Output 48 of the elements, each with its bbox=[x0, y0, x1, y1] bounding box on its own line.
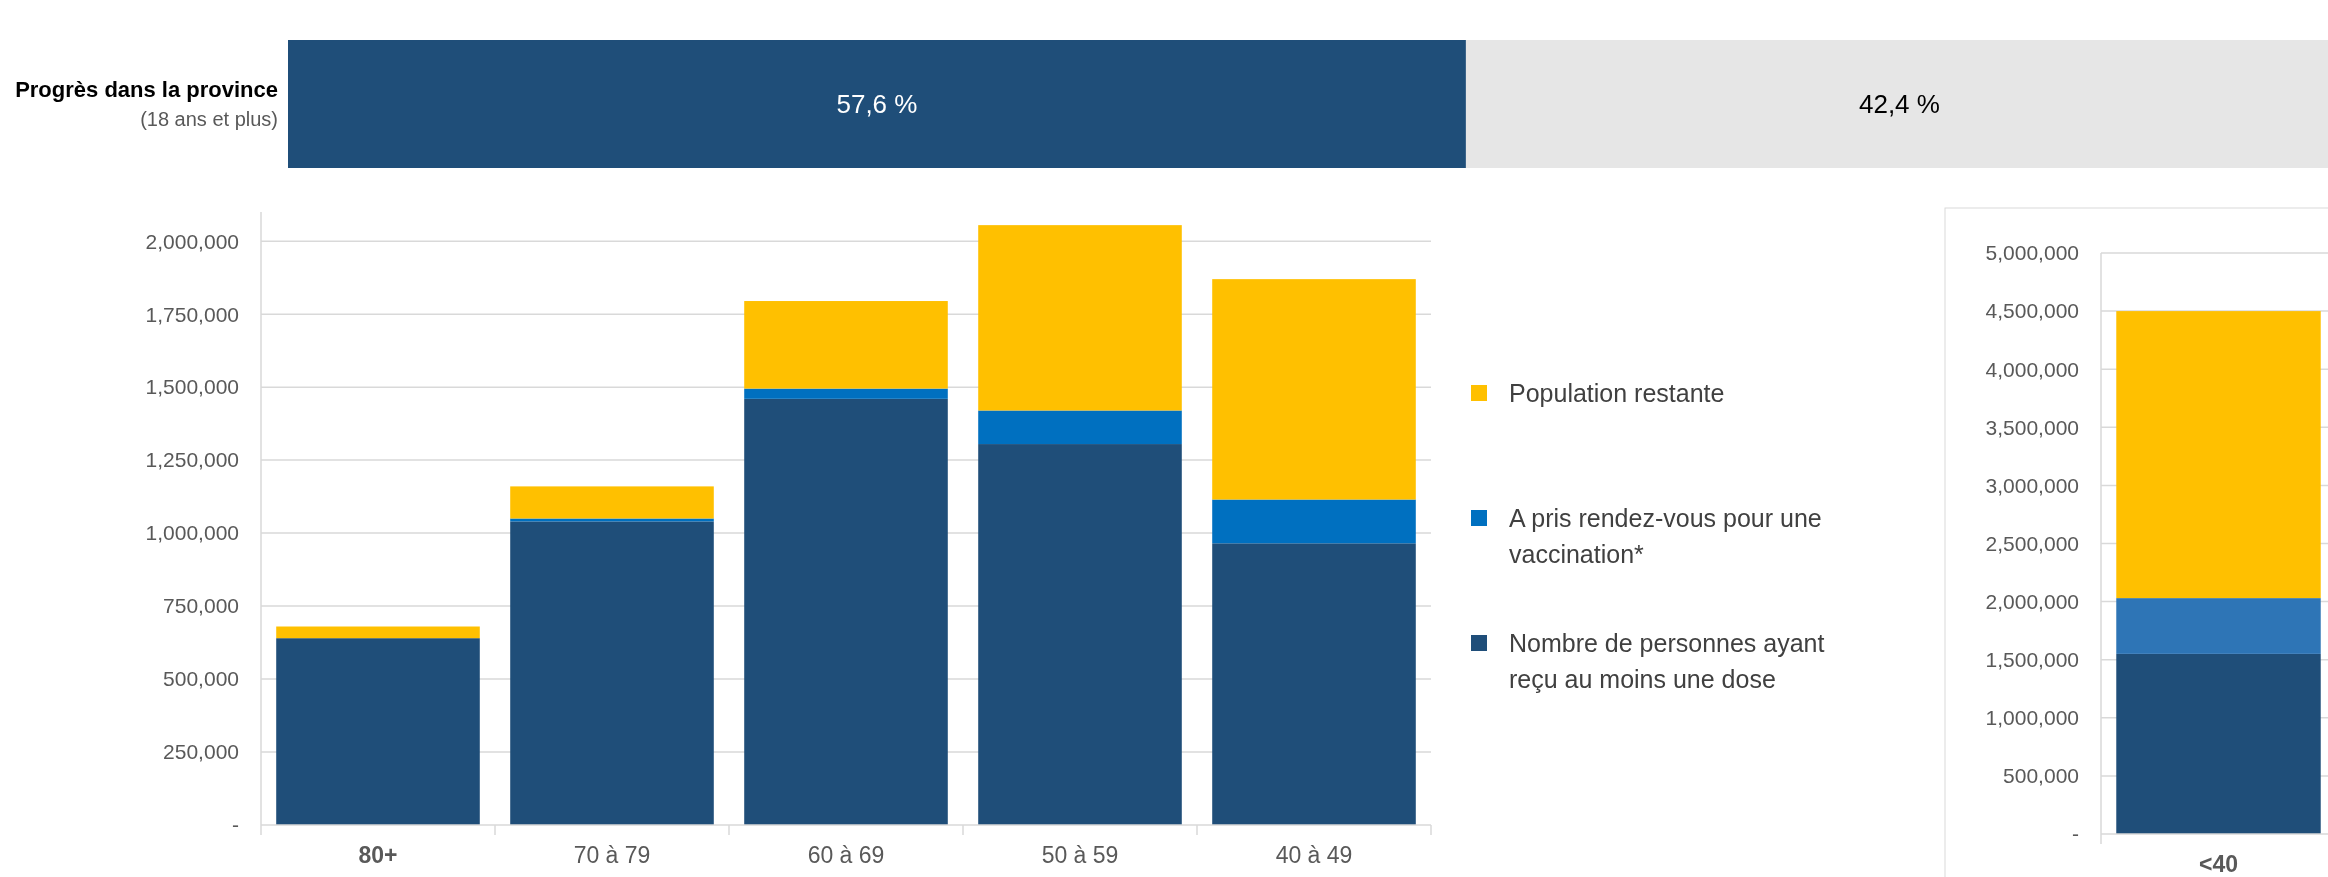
bar bbox=[978, 410, 1182, 445]
bar bbox=[1212, 279, 1416, 500]
y-tick-label: 3,000,000 bbox=[1985, 473, 2079, 497]
y-tick-label: 250,000 bbox=[163, 740, 239, 764]
y-tick-label: 2,000,000 bbox=[145, 229, 239, 253]
bar bbox=[2116, 598, 2321, 654]
x-tick-label: 70 à 79 bbox=[573, 842, 651, 868]
bar bbox=[510, 486, 714, 519]
bar bbox=[744, 301, 948, 389]
y-tick-label: 1,500,000 bbox=[145, 375, 239, 399]
legend-label: Nombre de personnes ayant reçu au moins une dose bbox=[1509, 628, 1825, 693]
y-tick-label: 4,500,000 bbox=[1985, 299, 2079, 323]
y-tick-label: 4,000,000 bbox=[1985, 357, 2079, 381]
y-tick-label: 1,000,000 bbox=[145, 521, 239, 545]
y-tick-label: 2,000,000 bbox=[1985, 589, 2079, 613]
bar bbox=[978, 225, 1182, 411]
bar bbox=[276, 638, 480, 825]
y-tick-label: Progrès dans la province (18 ans et plus) bbox=[15, 76, 278, 130]
y-tick-label: 3,500,000 bbox=[1985, 415, 2079, 439]
y-tick-label: - bbox=[232, 813, 239, 837]
y-tick-label: 1,500,000 bbox=[1985, 648, 2079, 672]
data-label: 57,6 % bbox=[836, 89, 918, 120]
bar bbox=[2116, 311, 2321, 599]
y-tick-label: 1,250,000 bbox=[145, 448, 239, 472]
x-tick-label: 50 à 59 bbox=[1041, 842, 1119, 868]
legend-label: Population restante bbox=[1509, 378, 1725, 407]
bar bbox=[510, 521, 714, 825]
x-tick-label: 60 à 69 bbox=[807, 842, 885, 868]
bar bbox=[744, 398, 948, 825]
x-tick-label: 40 à 49 bbox=[1275, 842, 1353, 868]
bar bbox=[276, 626, 480, 639]
legend-label: A pris rendez-vous pour une vaccination* bbox=[1509, 503, 1822, 568]
x-tick-label: 80+ bbox=[358, 842, 398, 868]
y-tick-label: 500,000 bbox=[2003, 764, 2079, 788]
y-tick-label: - bbox=[2072, 822, 2079, 846]
y-tick-label: 500,000 bbox=[163, 667, 239, 691]
x-tick-label: <40 bbox=[2198, 851, 2239, 877]
data-label: 42,4 % bbox=[1858, 89, 1940, 120]
bar bbox=[744, 388, 948, 399]
y-tick-label: 1,750,000 bbox=[145, 302, 239, 326]
y-tick-label: 5,000,000 bbox=[1985, 241, 2079, 265]
y-tick-label: 750,000 bbox=[163, 594, 239, 618]
bar bbox=[2116, 653, 2321, 834]
bar bbox=[1212, 499, 1416, 544]
bar bbox=[978, 444, 1182, 825]
y-tick-label: 2,500,000 bbox=[1985, 531, 2079, 555]
y-tick-label: 1,000,000 bbox=[1985, 706, 2079, 730]
bar bbox=[1212, 543, 1416, 825]
